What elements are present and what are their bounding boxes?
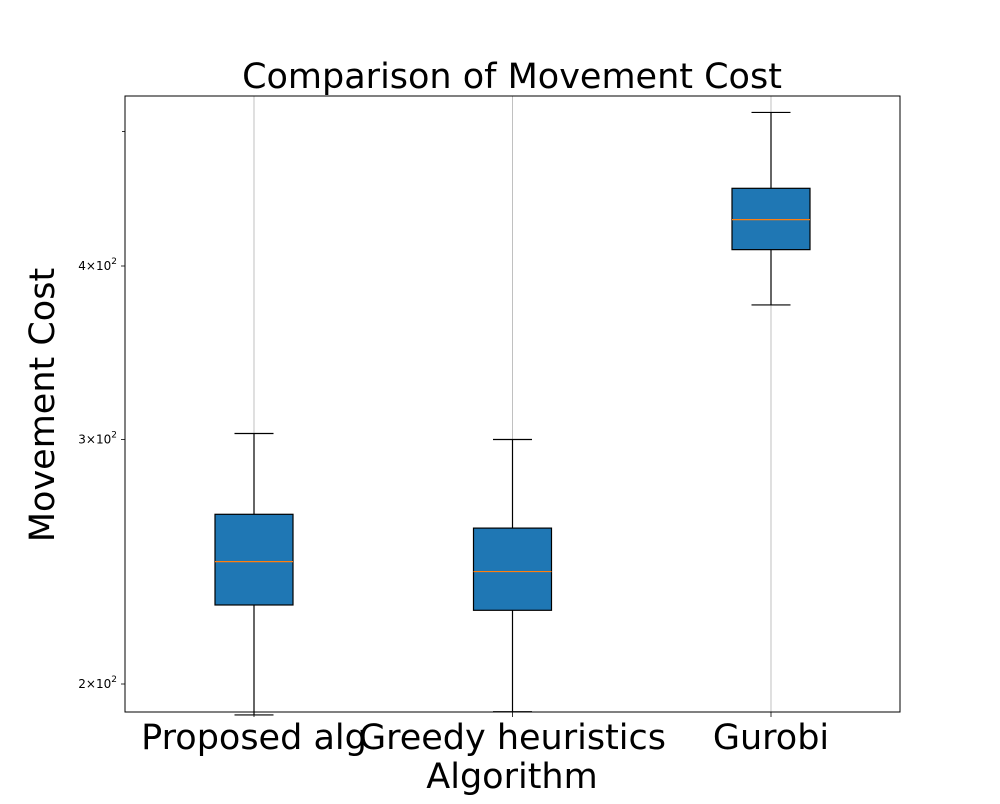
iqr-box xyxy=(214,513,294,606)
x-axis-label: Algorithm xyxy=(426,757,597,797)
chart-title: Comparison of Movement Cost xyxy=(242,57,782,97)
iqr-box xyxy=(731,187,811,251)
box-plot-0 xyxy=(214,432,294,716)
y-axis-label: Movement Cost xyxy=(23,268,63,542)
box-plot-1 xyxy=(472,438,553,713)
y-tick-label: 4×102 xyxy=(78,257,117,273)
box-plot-2 xyxy=(731,111,811,306)
y-tick-label: 3×102 xyxy=(78,430,117,446)
x-tick-label: Gurobi xyxy=(713,718,829,758)
x-tick-label: Greedy heuristics xyxy=(359,718,666,758)
box-plots xyxy=(214,111,811,716)
y-tick-label: 2×102 xyxy=(78,675,117,691)
y-axis-ticks: 2×102 3×102 4×102 xyxy=(78,131,125,691)
iqr-box xyxy=(472,527,553,611)
x-tick-label: Proposed alg xyxy=(141,718,367,758)
